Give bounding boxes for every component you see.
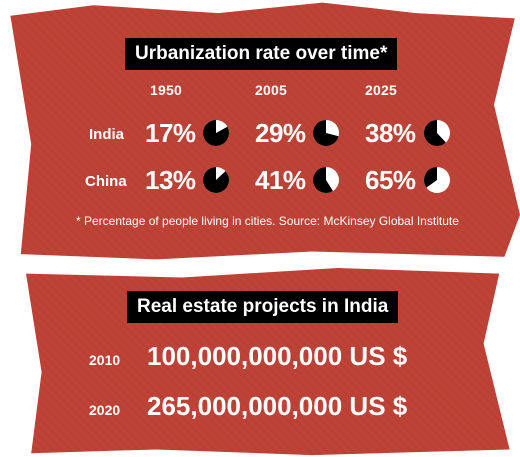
percent-label: 38% [365, 118, 416, 148]
percent-label: 65% [365, 165, 416, 195]
project-amount: 100,000,000,000 US $ [147, 341, 408, 371]
pie-india-1950 [203, 120, 229, 146]
pie-india-2005 [313, 120, 339, 146]
percent-label: 13% [145, 165, 196, 195]
pie-slice [313, 120, 339, 146]
pie-slice [313, 167, 333, 193]
real-estate-title: Real estate projects in India [127, 291, 399, 323]
pie-china-1950 [203, 167, 229, 193]
year-label: 2025 [365, 82, 397, 98]
pie-china-2025 [424, 167, 450, 193]
footnote: * Percentage of people living in cities.… [76, 214, 459, 228]
project-amount: 265,000,000,000 US $ [147, 391, 408, 421]
urbanization-title: Urbanization rate over time* [125, 38, 398, 70]
pie-slice [424, 120, 446, 146]
project-year: 2020 [89, 402, 121, 418]
country-label-india: India [89, 126, 125, 143]
percent-label: 29% [255, 118, 306, 148]
pie-slice [203, 167, 229, 193]
percent-label: 41% [255, 165, 306, 195]
year-label: 2005 [255, 82, 287, 98]
percent-label: 17% [145, 118, 196, 148]
pie-slice [203, 120, 229, 146]
year-label: 1950 [150, 82, 182, 98]
project-year: 2010 [89, 352, 121, 368]
pie-china-2005 [313, 167, 339, 193]
country-label-china: China [85, 173, 127, 190]
pie-india-2025 [424, 120, 450, 146]
pie-slice [424, 167, 437, 188]
